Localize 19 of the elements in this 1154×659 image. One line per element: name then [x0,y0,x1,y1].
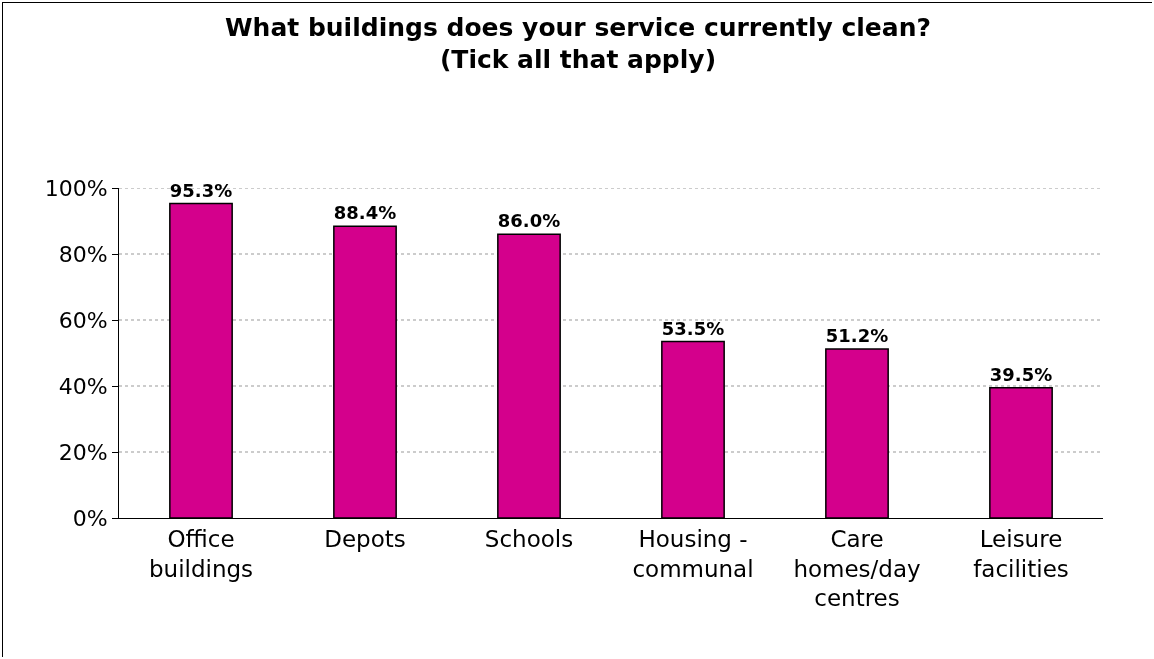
data-label: 86.0% [497,210,561,232]
y-tick-label: 0% [72,505,108,531]
data-label: 51.2% [825,325,889,347]
x-tick-label: Depots [324,525,406,552]
data-label: 53.5% [661,317,725,339]
y-tick-label: 80% [58,241,108,267]
data-label: 95.3% [169,179,233,201]
x-tick-label: Care homes/day centres [793,525,921,612]
x-tick-label: Office buildings [148,525,254,582]
x-tick-label: Leisure facilities [973,525,1069,582]
data-label: 39.5% [989,363,1053,385]
y-tick-label: 60% [58,307,108,333]
chart-title: What buildings does your service currently clean? (Tick all that apply) [225,12,931,75]
x-tick-label: Housing - communal [632,525,754,582]
y-tick-label: 40% [58,373,108,399]
y-tick-label: 100% [44,175,108,201]
x-tick-label: Schools [484,525,574,552]
data-label: 88.4% [333,202,397,224]
y-tick-label: 20% [58,439,108,465]
